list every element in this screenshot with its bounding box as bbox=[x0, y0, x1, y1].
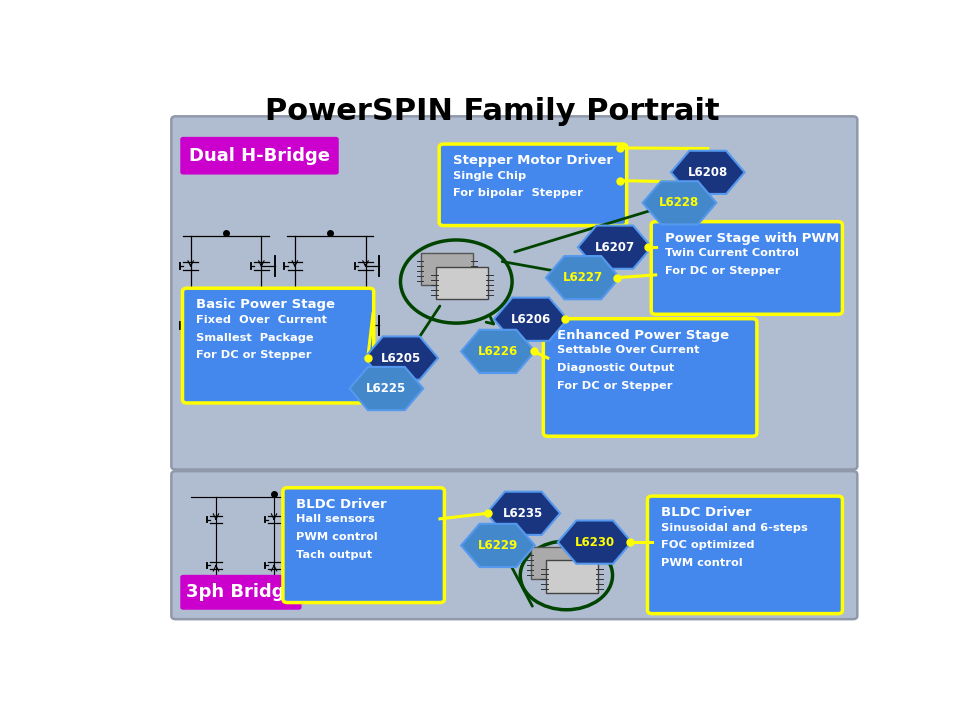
Text: PowerSPIN Family Portrait: PowerSPIN Family Portrait bbox=[265, 97, 719, 126]
FancyBboxPatch shape bbox=[543, 319, 756, 436]
FancyBboxPatch shape bbox=[532, 546, 583, 580]
Polygon shape bbox=[349, 367, 423, 410]
Text: Single Chip: Single Chip bbox=[452, 171, 526, 181]
Text: Dual H-Bridge: Dual H-Bridge bbox=[189, 147, 330, 165]
Text: Hall sensors: Hall sensors bbox=[297, 514, 375, 524]
Text: L6206: L6206 bbox=[511, 312, 551, 325]
FancyBboxPatch shape bbox=[421, 253, 472, 285]
Text: Sinusoidal and 6-steps: Sinusoidal and 6-steps bbox=[660, 523, 807, 533]
Text: Fixed  Over  Current: Fixed Over Current bbox=[196, 315, 327, 325]
Text: Basic Power Stage: Basic Power Stage bbox=[196, 298, 335, 311]
Polygon shape bbox=[493, 297, 567, 341]
Text: L6228: L6228 bbox=[660, 197, 700, 210]
Text: BLDC Driver: BLDC Driver bbox=[660, 506, 752, 519]
Text: FOC optimized: FOC optimized bbox=[660, 541, 755, 551]
Polygon shape bbox=[546, 256, 619, 300]
Text: L6208: L6208 bbox=[687, 166, 728, 179]
Text: L6205: L6205 bbox=[381, 351, 421, 364]
Text: For bipolar  Stepper: For bipolar Stepper bbox=[452, 189, 583, 199]
Text: 3ph Bridge: 3ph Bridge bbox=[185, 583, 297, 601]
Text: L6235: L6235 bbox=[503, 507, 543, 520]
FancyBboxPatch shape bbox=[171, 471, 857, 619]
FancyBboxPatch shape bbox=[180, 137, 339, 174]
Polygon shape bbox=[558, 521, 632, 564]
Text: Diagnostic Output: Diagnostic Output bbox=[557, 363, 674, 373]
Polygon shape bbox=[461, 330, 535, 373]
Text: L6226: L6226 bbox=[478, 345, 518, 358]
Text: Settable Over Current: Settable Over Current bbox=[557, 346, 699, 355]
Polygon shape bbox=[461, 524, 535, 567]
Text: For DC or Stepper: For DC or Stepper bbox=[557, 381, 672, 391]
FancyBboxPatch shape bbox=[439, 144, 627, 225]
Polygon shape bbox=[487, 492, 560, 535]
Text: Enhanced Power Stage: Enhanced Power Stage bbox=[557, 328, 729, 342]
FancyBboxPatch shape bbox=[647, 496, 843, 613]
FancyBboxPatch shape bbox=[182, 288, 373, 403]
FancyBboxPatch shape bbox=[180, 575, 301, 610]
Text: BLDC Driver: BLDC Driver bbox=[297, 498, 387, 510]
Text: For DC or Stepper: For DC or Stepper bbox=[196, 351, 311, 360]
Text: PWM control: PWM control bbox=[297, 532, 378, 542]
Text: For DC or Stepper: For DC or Stepper bbox=[664, 266, 780, 276]
FancyBboxPatch shape bbox=[651, 222, 843, 314]
Text: Twin Current Control: Twin Current Control bbox=[664, 248, 799, 258]
Polygon shape bbox=[365, 336, 438, 379]
FancyBboxPatch shape bbox=[546, 560, 598, 593]
Text: L6229: L6229 bbox=[478, 539, 518, 552]
Text: L6227: L6227 bbox=[563, 271, 603, 284]
Text: Tach output: Tach output bbox=[297, 550, 372, 560]
Polygon shape bbox=[578, 225, 652, 269]
Polygon shape bbox=[671, 150, 745, 194]
Text: PWM control: PWM control bbox=[660, 558, 743, 568]
Text: Power Stage with PWM: Power Stage with PWM bbox=[664, 232, 839, 245]
FancyBboxPatch shape bbox=[436, 266, 488, 300]
Text: Smallest  Package: Smallest Package bbox=[196, 333, 314, 343]
FancyBboxPatch shape bbox=[171, 117, 857, 469]
Text: Stepper Motor Driver: Stepper Motor Driver bbox=[452, 154, 612, 167]
Polygon shape bbox=[642, 181, 716, 225]
FancyBboxPatch shape bbox=[283, 487, 444, 603]
Text: L6230: L6230 bbox=[575, 536, 614, 549]
Text: L6225: L6225 bbox=[366, 382, 406, 395]
Text: L6207: L6207 bbox=[594, 240, 635, 253]
